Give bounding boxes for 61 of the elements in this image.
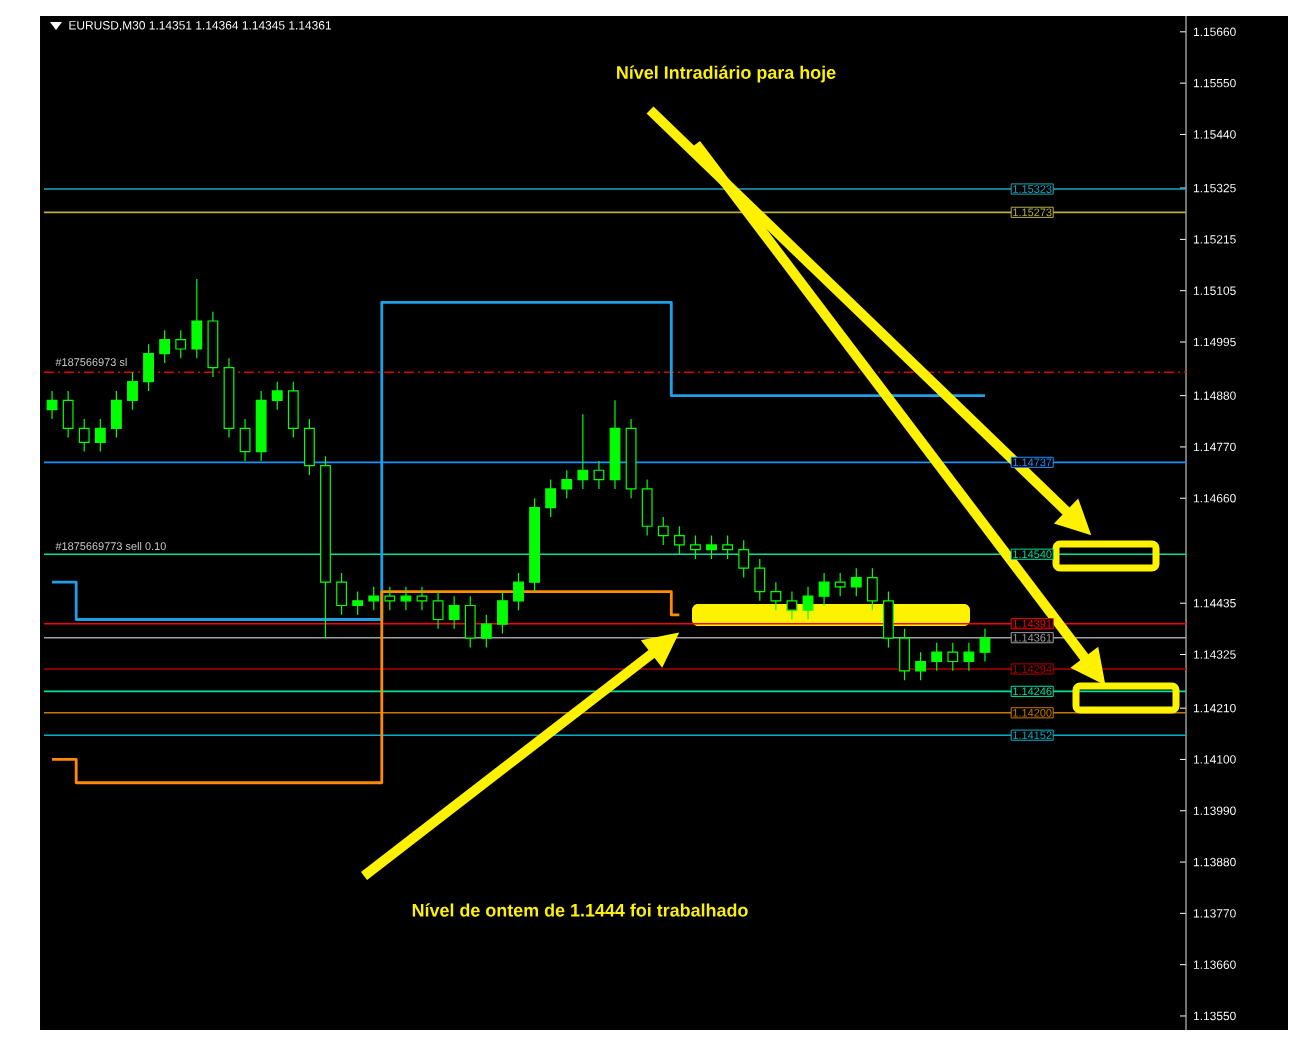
candlestick <box>529 497 541 593</box>
candlestick <box>480 614 492 649</box>
candlestick <box>883 590 894 649</box>
candlestick <box>834 572 846 597</box>
candlestick <box>754 558 766 602</box>
candlestick <box>722 534 734 560</box>
candlestick <box>287 381 299 439</box>
candlestick <box>352 590 364 616</box>
candlestick <box>207 311 219 378</box>
candlestick <box>979 628 991 663</box>
candlestick <box>706 534 717 560</box>
candlestick <box>931 642 943 672</box>
candlestick <box>127 371 138 411</box>
candlestick <box>915 651 927 681</box>
candlestick <box>690 534 701 560</box>
candlestick <box>657 516 669 546</box>
candlestick <box>303 418 315 476</box>
candlestick <box>175 329 187 359</box>
candlestick <box>239 418 251 462</box>
candlestick <box>416 586 428 611</box>
candlestick <box>110 390 122 439</box>
candlestick <box>384 586 396 611</box>
candlestick <box>223 357 235 439</box>
candlestick <box>448 595 460 630</box>
candlestick <box>159 329 171 364</box>
candlestick <box>561 469 573 499</box>
candlestick <box>625 418 637 499</box>
candlestick <box>464 595 476 649</box>
candlestick <box>850 567 862 597</box>
candlestick <box>818 572 830 607</box>
candlestick <box>545 478 557 518</box>
candlestick <box>46 390 58 420</box>
candlestick <box>786 590 798 621</box>
candlestick <box>593 460 605 490</box>
candlestick <box>62 390 74 439</box>
candlestick <box>271 381 283 411</box>
candlestick <box>770 581 782 611</box>
candlestick <box>432 590 444 630</box>
candlestick <box>577 413 589 490</box>
candlestick <box>143 343 154 392</box>
candlestick <box>963 642 975 672</box>
candlestick <box>400 586 412 611</box>
candlestick <box>78 418 90 453</box>
candlestick <box>673 525 685 555</box>
candlestick <box>738 539 750 579</box>
candlestick <box>191 278 203 359</box>
candlestick <box>641 478 653 537</box>
annotation: Nível Intradiário para hoje <box>617 65 836 83</box>
candlestick <box>94 418 106 453</box>
annotation: Nível de ontem de 1.1444 foi trabalhado <box>412 903 748 917</box>
candlestick <box>320 455 331 639</box>
candlestick <box>947 642 959 672</box>
candlestick <box>866 567 878 611</box>
candlestick <box>513 572 524 611</box>
candlestick <box>255 390 267 462</box>
candlestick <box>609 399 621 490</box>
candlestick <box>368 586 380 611</box>
candlestick <box>802 586 814 621</box>
candlestick <box>497 590 508 635</box>
candlestick <box>899 628 910 681</box>
candlestick <box>336 572 347 616</box>
